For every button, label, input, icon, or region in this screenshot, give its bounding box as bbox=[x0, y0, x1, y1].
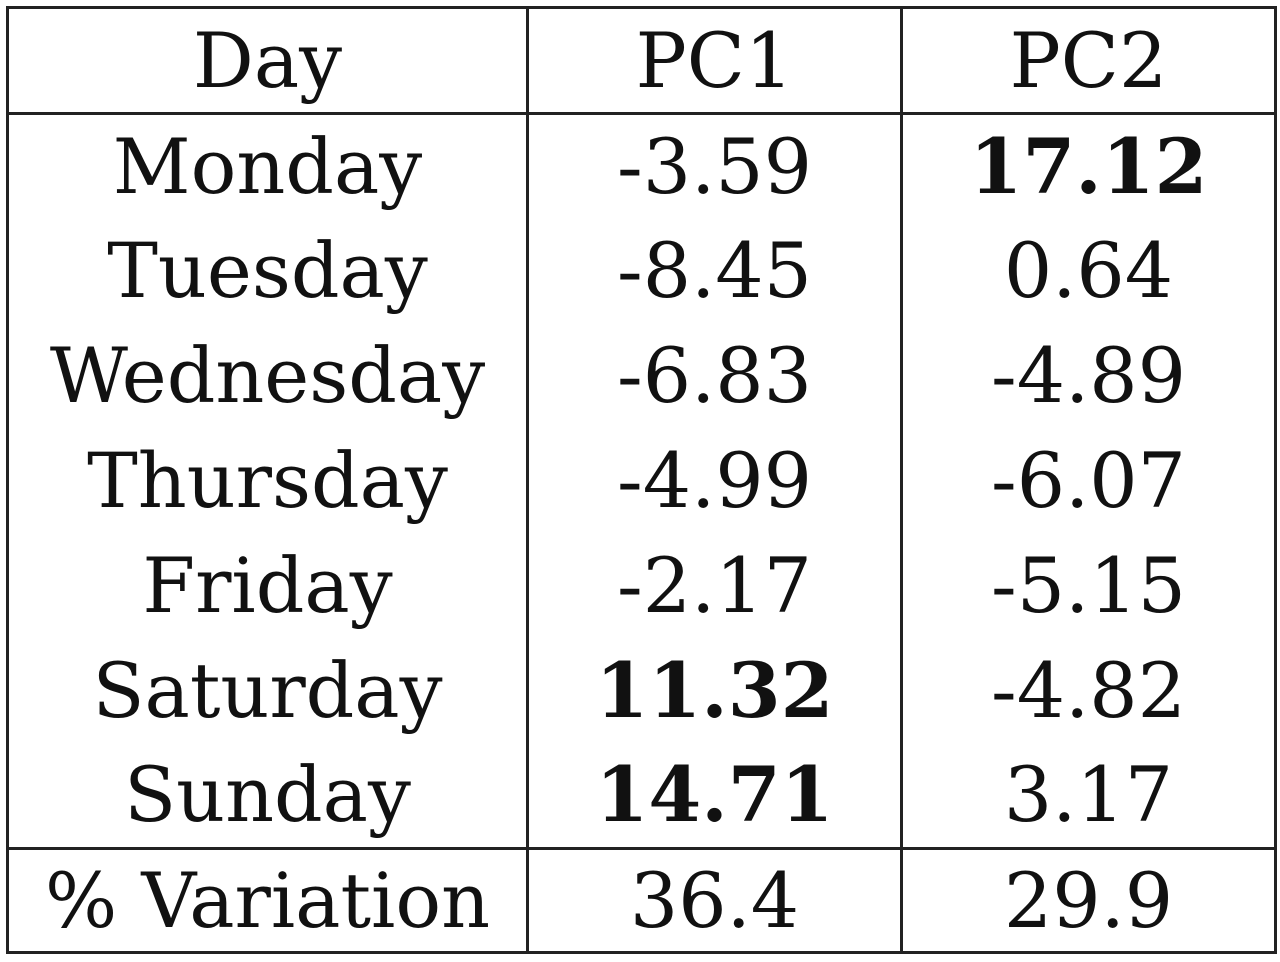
day-cell: Saturday bbox=[6, 638, 529, 744]
table-row: Friday -2.17 -5.15 bbox=[6, 533, 1277, 639]
pc1-cell: -4.99 bbox=[526, 428, 903, 534]
variation-pc1: 36.4 bbox=[526, 847, 903, 954]
table-row: Thursday -4.99 -6.07 bbox=[6, 428, 1277, 534]
pc2-cell: 0.64 bbox=[900, 218, 1277, 324]
pc2-cell: -5.15 bbox=[900, 533, 1277, 639]
header-pc2: PC2 bbox=[900, 6, 1277, 115]
pc1-cell: -3.59 bbox=[526, 113, 903, 219]
pca-table: Day PC1 PC2 Monday -3.59 17.12 Tuesday -… bbox=[6, 6, 1277, 954]
table-row: Sunday 14.71 3.17 bbox=[6, 743, 1277, 849]
header-day: Day bbox=[6, 6, 529, 115]
pc1-cell: -2.17 bbox=[526, 533, 903, 639]
variation-pc2: 29.9 bbox=[900, 847, 1277, 954]
day-cell: Wednesday bbox=[6, 323, 529, 429]
pc2-cell: -6.07 bbox=[900, 428, 1277, 534]
pc1-cell: -6.83 bbox=[526, 323, 903, 429]
table-row: Monday -3.59 17.12 bbox=[6, 113, 1277, 219]
table-row: Saturday 11.32 -4.82 bbox=[6, 638, 1277, 744]
day-cell: Thursday bbox=[6, 428, 529, 534]
day-cell: Tuesday bbox=[6, 218, 529, 324]
table-row: Tuesday -8.45 0.64 bbox=[6, 218, 1277, 324]
pc2-cell: -4.89 bbox=[900, 323, 1277, 429]
pc2-cell: -4.82 bbox=[900, 638, 1277, 744]
pc1-cell: 11.32 bbox=[526, 638, 903, 744]
pc2-cell: 3.17 bbox=[900, 743, 1277, 849]
table-row: Wednesday -6.83 -4.89 bbox=[6, 323, 1277, 429]
header-pc1: PC1 bbox=[526, 6, 903, 115]
day-cell: Friday bbox=[6, 533, 529, 639]
variation-row: % Variation 36.4 29.9 bbox=[6, 847, 1277, 954]
pc2-cell: 17.12 bbox=[900, 113, 1277, 219]
day-cell: Sunday bbox=[6, 743, 529, 849]
variation-label: % Variation bbox=[6, 847, 529, 954]
day-cell: Monday bbox=[6, 113, 529, 219]
header-row: Day PC1 PC2 bbox=[6, 6, 1277, 115]
pc1-cell: -8.45 bbox=[526, 218, 903, 324]
pc1-cell: 14.71 bbox=[526, 743, 903, 849]
